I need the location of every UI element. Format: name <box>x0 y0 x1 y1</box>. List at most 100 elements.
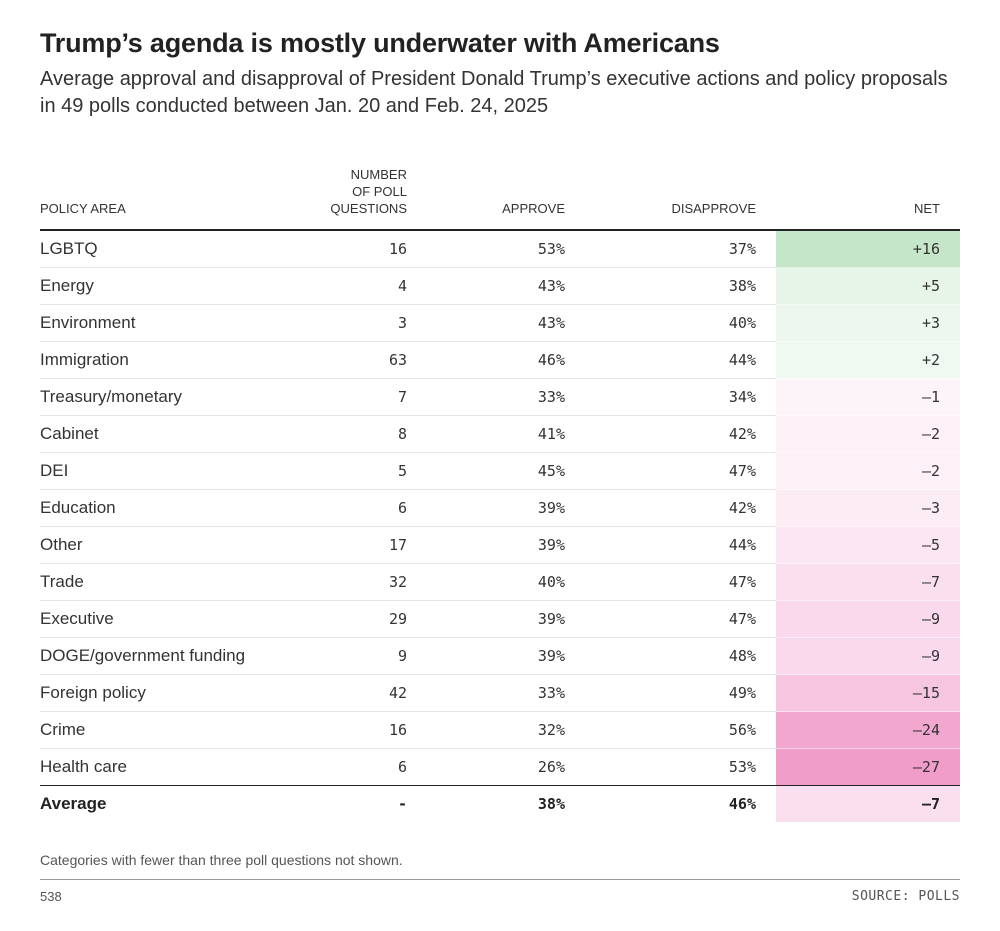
brand-logo-text: 538 <box>40 889 62 904</box>
num-questions-cell: 6 <box>310 748 407 786</box>
approve-cell: 40% <box>407 563 565 601</box>
spacer-cell <box>756 674 776 712</box>
header-num-questions: NUMBER OF POLL QUESTIONS <box>310 166 407 231</box>
num-questions-cell: 3 <box>310 304 407 342</box>
policy-area-cell: Health care <box>40 748 310 786</box>
net-cell: –15 <box>776 674 960 712</box>
disapprove-cell: 40% <box>565 304 756 342</box>
net-cell: –7 <box>776 785 960 822</box>
net-cell: –3 <box>776 489 960 527</box>
approve-cell: 39% <box>407 637 565 675</box>
spacer-cell <box>756 378 776 416</box>
disapprove-cell: 37% <box>565 230 756 268</box>
spacer-cell <box>756 452 776 490</box>
policy-area-cell: Education <box>40 489 310 527</box>
disapprove-cell: 46% <box>728 795 756 813</box>
num-questions-cell: 42 <box>310 674 407 712</box>
table-row: Cabinet 8 41% 42% –2 <box>40 415 960 453</box>
table-row: LGBTQ 16 53% 37% +16 <box>40 230 960 268</box>
table-row: Trade 32 40% 47% –7 <box>40 563 960 601</box>
average-row: Average - 38% 46% –7 <box>40 785 960 823</box>
num-questions-cell: - <box>397 795 407 813</box>
header-net: NET <box>776 166 960 231</box>
source-note: SOURCE: POLLS <box>851 889 960 904</box>
approve-cell: 41% <box>407 415 565 453</box>
table-row: Education 6 39% 42% –3 <box>40 489 960 527</box>
spacer-cell <box>756 341 776 379</box>
net-cell: +2 <box>776 341 960 379</box>
table-row: Foreign policy 42 33% 49% –15 <box>40 674 960 712</box>
approve-cell: 32% <box>407 711 565 749</box>
header-line: OF POLL <box>352 184 407 199</box>
approve-cell: 33% <box>407 674 565 712</box>
policy-area-cell: Other <box>40 526 310 564</box>
num-questions-cell: 9 <box>310 637 407 675</box>
net-cell: –9 <box>776 637 960 675</box>
spacer-cell <box>756 786 776 823</box>
disapprove-cell: 56% <box>565 711 756 749</box>
table-row: Executive 29 39% 47% –9 <box>40 600 960 638</box>
footer-divider <box>40 879 960 880</box>
policy-area-cell: Trade <box>40 563 310 601</box>
spacer-cell <box>756 711 776 749</box>
num-questions-cell: 7 <box>310 378 407 416</box>
policy-area-cell: Crime <box>40 711 310 749</box>
table-row: DOGE/government funding 9 39% 48% –9 <box>40 637 960 675</box>
approve-cell: 43% <box>407 304 565 342</box>
disapprove-cell: 53% <box>565 748 756 786</box>
disapprove-cell: 42% <box>565 489 756 527</box>
policy-area-cell: Energy <box>40 267 310 305</box>
spacer-cell <box>756 748 776 786</box>
net-cell: –27 <box>776 748 960 786</box>
approve-cell: 38% <box>537 795 565 813</box>
disapprove-cell: 47% <box>565 563 756 601</box>
table-row: Health care 6 26% 53% –27 <box>40 748 960 786</box>
approve-cell: 33% <box>407 378 565 416</box>
disapprove-cell: 49% <box>565 674 756 712</box>
policy-area-cell: DEI <box>40 452 310 490</box>
num-questions-cell: 32 <box>310 563 407 601</box>
disapprove-cell: 48% <box>565 637 756 675</box>
num-questions-cell: 63 <box>310 341 407 379</box>
approve-cell: 39% <box>407 489 565 527</box>
table-row: Treasury/monetary 7 33% 34% –1 <box>40 378 960 416</box>
spacer-cell <box>756 267 776 305</box>
net-cell: –24 <box>776 711 960 749</box>
num-questions-cell: 4 <box>310 267 407 305</box>
num-questions-cell: 8 <box>310 415 407 453</box>
header-row: POLICY AREA NUMBER OF POLL QUESTIONS APPRO… <box>40 166 960 231</box>
policy-area-cell: Foreign policy <box>40 674 310 712</box>
policy-area-cell: LGBTQ <box>40 230 310 268</box>
approve-cell: 39% <box>407 526 565 564</box>
disapprove-cell: 44% <box>565 341 756 379</box>
disapprove-cell: 34% <box>565 378 756 416</box>
spacer-cell <box>756 637 776 675</box>
header-policy-area: POLICY AREA <box>40 166 310 231</box>
approve-cell: 53% <box>407 230 565 268</box>
num-questions-cell: 6 <box>310 489 407 527</box>
spacer-cell <box>756 415 776 453</box>
table-row: Other 17 39% 44% –5 <box>40 526 960 564</box>
header-line: NUMBER <box>350 167 407 182</box>
header-approve: APPROVE <box>407 166 565 231</box>
disapprove-cell: 44% <box>565 526 756 564</box>
net-cell: –9 <box>776 600 960 638</box>
table-row: Crime 16 32% 56% –24 <box>40 711 960 749</box>
net-cell: –1 <box>776 378 960 416</box>
disapprove-cell: 42% <box>565 415 756 453</box>
approve-cell: 26% <box>407 748 565 786</box>
policy-area-cell: Treasury/monetary <box>40 378 310 416</box>
policy-table: POLICY AREA NUMBER OF POLL QUESTIONS APPRO… <box>40 166 960 822</box>
spacer-cell <box>756 304 776 342</box>
net-cell: –5 <box>776 526 960 564</box>
policy-area-cell: Immigration <box>40 341 310 379</box>
net-cell: –2 <box>776 452 960 490</box>
spacer-cell <box>756 526 776 564</box>
num-questions-cell: 16 <box>310 711 407 749</box>
table-row: DEI 5 45% 47% –2 <box>40 452 960 490</box>
header-line: QUESTIONS <box>330 201 407 216</box>
table-row: Environment 3 43% 40% +3 <box>40 304 960 342</box>
spacer-cell <box>756 489 776 527</box>
spacer-cell <box>756 600 776 638</box>
footnote: Categories with fewer than three poll qu… <box>40 852 403 868</box>
